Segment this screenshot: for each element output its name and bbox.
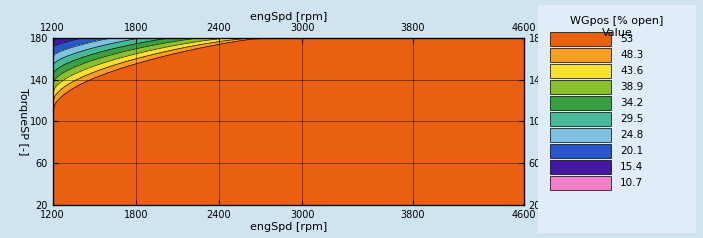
Text: 24.8: 24.8 xyxy=(620,130,643,140)
X-axis label: engSpd [rpm]: engSpd [rpm] xyxy=(250,12,327,22)
Text: WGpos [% open]
Value: WGpos [% open] Value xyxy=(570,16,664,38)
Bar xyxy=(550,80,610,94)
Text: 48.3: 48.3 xyxy=(620,50,643,60)
Text: 38.9: 38.9 xyxy=(620,82,643,92)
Bar xyxy=(550,176,610,190)
Text: 20.1: 20.1 xyxy=(620,146,643,156)
Bar xyxy=(550,48,610,62)
Text: 10.7: 10.7 xyxy=(620,178,643,188)
Bar xyxy=(550,128,610,142)
Bar xyxy=(550,160,610,174)
Text: 29.5: 29.5 xyxy=(620,114,643,124)
Text: 15.4: 15.4 xyxy=(620,162,643,172)
Y-axis label: TorqueSP [-]: TorqueSP [-] xyxy=(18,88,28,155)
Y-axis label: TorqueSP [-]: TorqueSP [-] xyxy=(551,88,561,155)
Bar xyxy=(550,32,610,46)
Bar xyxy=(550,96,610,110)
Bar xyxy=(550,144,610,158)
Text: 43.6: 43.6 xyxy=(620,66,643,76)
Bar xyxy=(550,112,610,126)
Text: 34.2: 34.2 xyxy=(620,98,643,108)
X-axis label: engSpd [rpm]: engSpd [rpm] xyxy=(250,222,327,232)
Bar xyxy=(550,64,610,78)
Text: 53: 53 xyxy=(620,34,633,44)
